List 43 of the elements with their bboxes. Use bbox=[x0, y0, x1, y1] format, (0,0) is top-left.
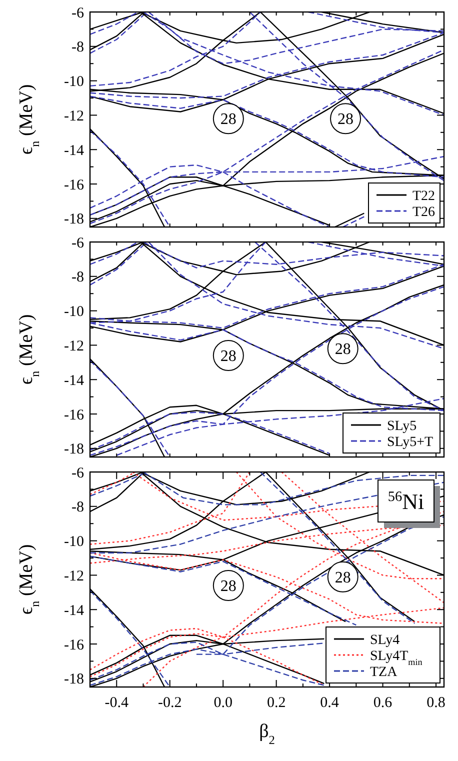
y-tick-label: -12 bbox=[64, 338, 84, 354]
x-tick-label: 0.6 bbox=[373, 695, 393, 711]
x-tick-label: 0.8 bbox=[426, 695, 446, 711]
y-tick-label: -10 bbox=[64, 74, 84, 90]
y-tick-label: -6 bbox=[72, 465, 84, 482]
y-tick-label: -18 bbox=[64, 212, 84, 228]
legend-label: SLy4 bbox=[370, 633, 400, 648]
legend-label: SLy4T$_{min}$ bbox=[370, 649, 423, 667]
legend-label: TZA bbox=[370, 665, 398, 680]
y-tick-label: -12 bbox=[64, 568, 84, 584]
legend-label: SLy5+T bbox=[387, 435, 434, 450]
annotation: 28 bbox=[334, 341, 351, 358]
x-axis-title: β$_{2}$ bbox=[259, 721, 275, 747]
y-tick-label: -14 bbox=[64, 602, 84, 619]
y-tick-label: -18 bbox=[64, 672, 84, 688]
y-tick-label: -14 bbox=[64, 372, 84, 389]
y-tick-label: -14 bbox=[64, 142, 84, 159]
y-tick-label: -12 bbox=[64, 108, 84, 124]
y-tick-label: -8 bbox=[72, 40, 84, 56]
annotation: $^{56}$Ni bbox=[388, 489, 424, 514]
y-tick-label: -8 bbox=[72, 270, 84, 286]
y-tick-label: -6 bbox=[72, 235, 84, 252]
x-tick-label: 0.4 bbox=[320, 695, 340, 711]
x-tick-label: 0.2 bbox=[266, 695, 286, 711]
annotation: 28 bbox=[220, 348, 236, 366]
x-tick-label: -0.4 bbox=[104, 695, 129, 711]
y-tick-label: -8 bbox=[72, 500, 84, 516]
legend-label: T26 bbox=[412, 205, 436, 220]
y-tick-label: -6 bbox=[72, 5, 84, 22]
x-tick-label: 0.0 bbox=[214, 695, 232, 711]
y-tick-label: -10 bbox=[64, 534, 84, 550]
x-tick-label: -0.2 bbox=[158, 695, 182, 711]
legend-label: SLy5 bbox=[387, 419, 417, 434]
annotation: 28 bbox=[220, 578, 236, 596]
y-tick-label: -10 bbox=[64, 304, 84, 320]
annotation: 28 bbox=[220, 111, 236, 128]
y-tick-label: -18 bbox=[64, 442, 84, 458]
legend-label: T22 bbox=[412, 189, 436, 204]
annotation: 28 bbox=[338, 111, 354, 128]
y-tick-label: -16 bbox=[64, 177, 84, 194]
y-tick-label: -16 bbox=[64, 407, 84, 424]
y-tick-label: -16 bbox=[64, 637, 84, 654]
annotation: 28 bbox=[334, 569, 351, 586]
